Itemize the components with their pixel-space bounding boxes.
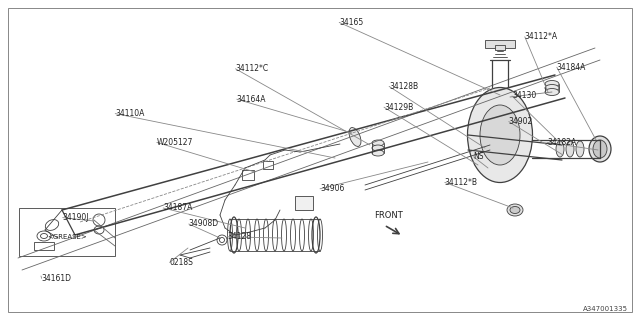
Text: <GREASE>: <GREASE> [47,234,87,240]
Text: 34190J: 34190J [63,213,89,222]
Bar [295,196,313,210]
Bar [34,242,54,250]
Text: 34165: 34165 [339,18,364,27]
Ellipse shape [510,206,520,213]
Text: 34112*A: 34112*A [525,32,558,41]
Text: 34112*C: 34112*C [236,64,269,73]
Text: 34110A: 34110A [115,109,145,118]
Text: 34128B: 34128B [389,82,419,91]
Ellipse shape [372,150,384,156]
Text: 34129B: 34129B [384,103,413,112]
Ellipse shape [576,141,584,157]
Ellipse shape [480,105,520,165]
Ellipse shape [372,145,384,151]
Ellipse shape [566,141,574,157]
Text: NS: NS [474,152,484,161]
Bar [495,45,505,50]
Text: 34130: 34130 [512,92,536,100]
Ellipse shape [589,136,611,162]
Bar [242,170,254,180]
Text: 34164A: 34164A [237,95,266,104]
Bar [263,161,273,169]
Bar [19,208,115,256]
Ellipse shape [507,204,523,216]
Ellipse shape [372,140,384,146]
Text: 34902: 34902 [509,117,533,126]
Text: W205127: W205127 [157,138,193,147]
Ellipse shape [467,87,532,182]
Ellipse shape [545,89,559,95]
Ellipse shape [593,140,607,158]
Ellipse shape [556,141,564,157]
Text: 34128: 34128 [227,232,251,241]
Text: 34112*B: 34112*B [445,178,478,187]
Ellipse shape [545,81,559,87]
Text: A347001335: A347001335 [583,306,628,312]
Text: 34187A: 34187A [163,204,193,212]
Text: FRONT: FRONT [374,211,403,220]
Ellipse shape [349,128,361,147]
Bar [485,40,515,48]
Text: 34906: 34906 [320,184,344,193]
Ellipse shape [545,84,559,92]
Text: 34161D: 34161D [42,274,72,283]
Text: 34908D: 34908D [189,220,219,228]
Text: 0218S: 0218S [170,258,193,267]
Text: 34184A: 34184A [557,63,586,72]
Text: 34182A: 34182A [547,138,577,147]
